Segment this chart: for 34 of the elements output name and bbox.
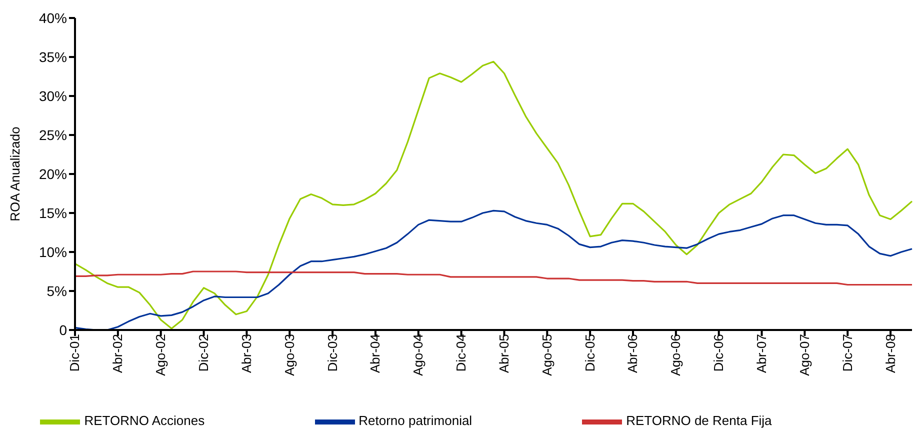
y-tick-label: 10% [38, 244, 67, 260]
x-tick-label: Ago-04 [410, 334, 426, 376]
y-tick-label: 5% [46, 282, 67, 299]
x-tick-label: Dic-01 [67, 334, 82, 372]
legend-label: Retorno patrimonial [358, 413, 472, 428]
x-tick-label: Dic-07 [840, 334, 855, 372]
y-tick-label: 0 [59, 322, 68, 338]
x-tick-label: Dic-03 [324, 334, 340, 372]
x-tick-label: Abr-03 [238, 334, 254, 374]
y-axis-title: ROA Anualizado [8, 126, 23, 222]
y-tick-label: 20% [38, 166, 67, 182]
x-tick-label: Dic-02 [196, 334, 211, 372]
y-tick-label: 40% [38, 10, 67, 26]
y-tick-label: 35% [38, 48, 67, 65]
x-tick-label: Abr-06 [625, 334, 640, 374]
x-tick-label: Dic-06 [711, 334, 726, 372]
x-tick-label: Ago-07 [796, 334, 812, 376]
x-tick-label: Abr-05 [496, 334, 512, 374]
y-tick-label: 25% [38, 126, 67, 143]
x-tick-label: Ago-06 [668, 334, 684, 376]
x-tick-label: Abr-02 [110, 334, 126, 374]
x-tick-label: Ago-03 [282, 334, 297, 376]
x-tick-label: Abr-04 [368, 334, 383, 374]
y-tick-label: 30% [38, 88, 67, 104]
legend-label: RETORNO de Renta Fija [626, 413, 772, 428]
x-tick-label: Dic-05 [582, 334, 598, 372]
x-tick-label: Ago-05 [539, 334, 554, 376]
y-tick-label: 15% [38, 204, 67, 221]
x-tick-label: Dic-04 [454, 334, 469, 372]
x-tick-label: Abr-08 [882, 334, 898, 374]
x-tick-label: Ago-02 [153, 334, 168, 376]
line-series [74, 270, 913, 286]
legend-label: RETORNO Acciones [84, 413, 205, 428]
x-tick-label: Abr-07 [754, 334, 769, 374]
